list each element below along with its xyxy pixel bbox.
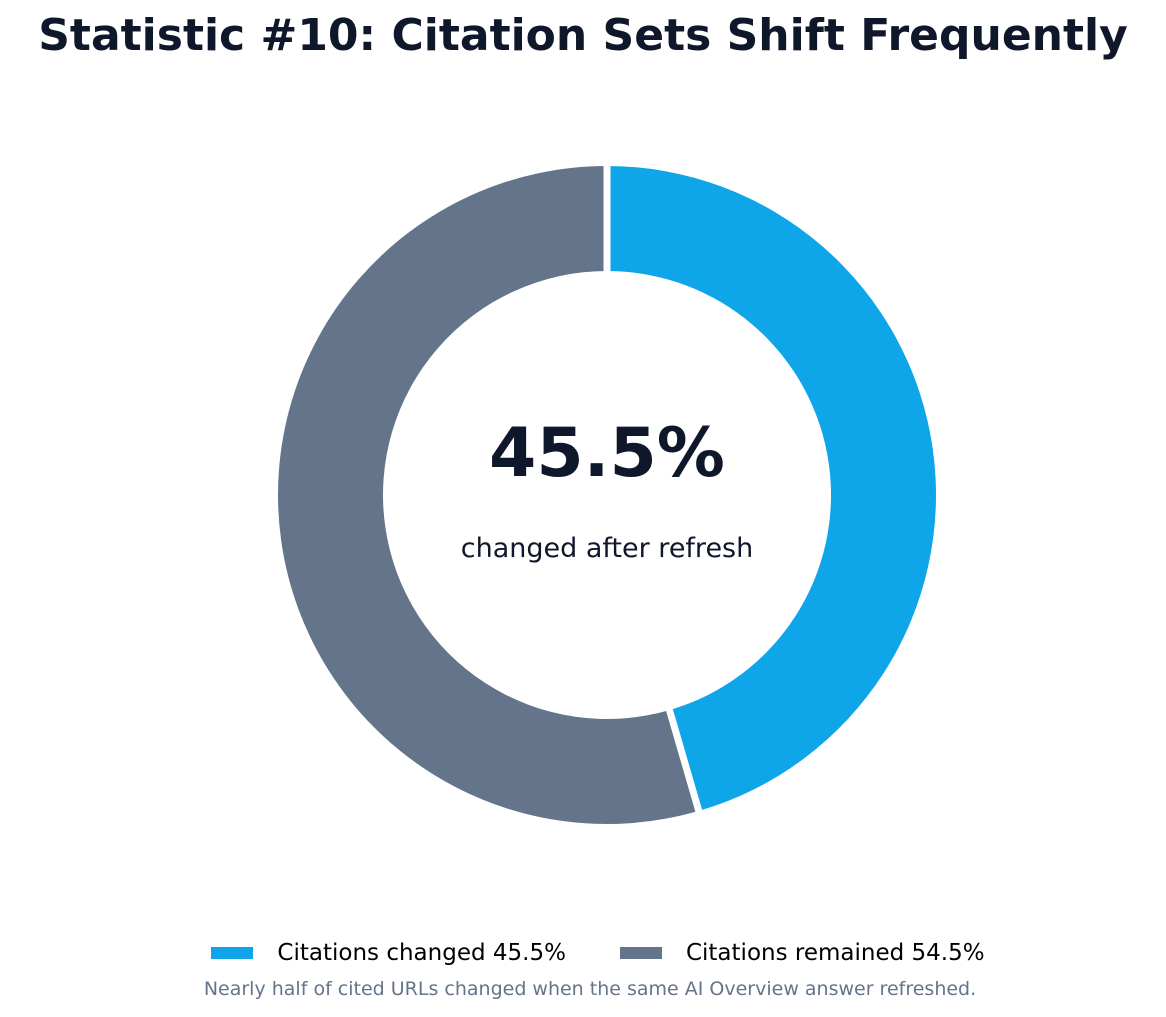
legend-swatch-remained bbox=[619, 947, 662, 959]
chart-caption: Nearly half of cited URLs changed when t… bbox=[203, 978, 977, 1000]
legend-label-changed: Citations changed 45.5% bbox=[277, 940, 566, 966]
center-value: 45.5% bbox=[489, 414, 725, 493]
legend-item-remained: Citations remained 54.5% bbox=[619, 940, 985, 966]
donut-slices bbox=[278, 164, 937, 824]
donut-slice-1 bbox=[278, 166, 699, 824]
legend: Citations changed 45.5% Citations remain… bbox=[0, 940, 1166, 966]
legend-label-remained: Citations remained 54.5% bbox=[685, 940, 985, 966]
legend-item-changed: Citations changed 45.5% bbox=[211, 940, 566, 966]
slice-separator-1 bbox=[665, 707, 703, 814]
legend-swatch-changed bbox=[211, 947, 254, 959]
center-label: changed after refresh bbox=[461, 533, 753, 564]
chart-title: Statistic #10: Citation Sets Shift Frequ… bbox=[38, 10, 1128, 61]
donut-slice-0 bbox=[607, 166, 937, 811]
